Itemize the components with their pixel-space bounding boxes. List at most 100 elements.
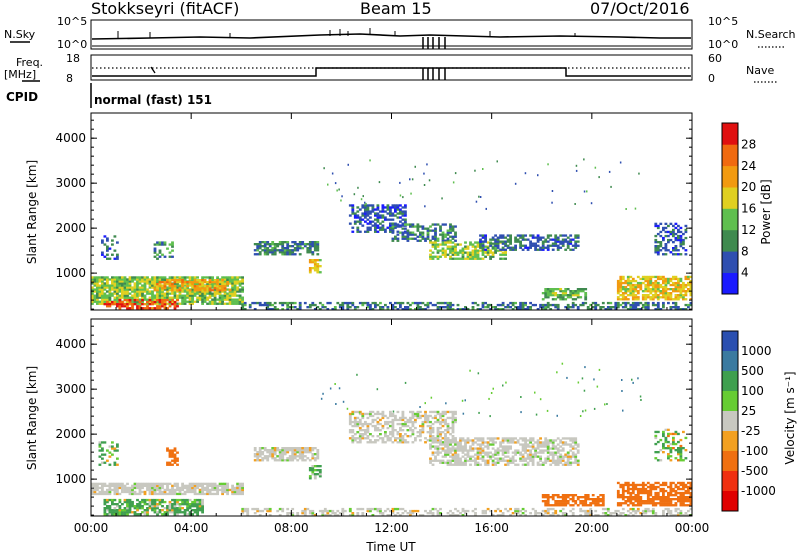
power-cell [626,277,630,281]
power-cell [313,241,317,244]
velocity-cell [421,431,425,434]
power-cell [141,292,144,295]
power-cell [116,286,119,289]
velocity-cell [474,453,477,456]
power-cell [313,265,317,268]
velocity-cell [684,498,688,501]
power-cell [544,290,548,293]
power-cell [379,308,382,311]
power-cell [118,305,122,308]
power-cell [431,257,435,260]
velocity-cell [133,492,137,496]
power-cell [226,283,229,286]
velocity-cell [501,457,505,460]
velocity-cell [311,453,315,456]
power-cell [441,223,445,226]
power-cell [208,285,212,288]
power-cell [484,248,487,251]
power-cell [674,290,678,293]
power-cell [389,214,392,217]
velocity-cell [376,412,380,416]
power-cell [178,294,182,297]
velocity-cell [431,422,435,426]
power-cell [133,294,137,297]
power-cell [529,240,532,243]
power-cell [529,244,532,247]
power-cell [106,247,109,250]
power-cell [346,303,350,307]
power-cell [414,301,417,305]
power-cell [399,194,402,197]
velocity-cell [639,483,643,487]
power-cell [183,298,187,301]
velocity-cell [151,503,154,506]
power-cell [667,301,670,305]
velocity-cell [381,410,385,414]
power-cell [216,276,219,279]
power-cell [624,290,628,293]
velocity-cell [504,439,507,442]
power-cell [221,280,224,283]
power-cell [151,292,154,295]
power-cell [481,257,485,260]
velocity-cell [456,463,460,466]
velocity-cell [341,507,345,511]
velocity-cell [687,487,690,491]
power-cell [188,283,192,286]
power-cell [98,290,102,293]
velocity-cell [419,433,422,436]
power-cell [459,243,462,246]
power-cell [654,251,658,254]
power-cell [546,240,550,243]
power-cell [391,225,395,228]
power-cell [218,302,222,305]
power-cell [384,206,387,209]
velocity-cell [511,439,515,442]
power-cell [138,307,142,310]
velocity-cell [283,449,287,452]
power-cell [358,230,362,233]
velocity-cell [146,484,149,488]
velocity-cell [569,463,573,466]
velocity-cell [116,511,119,514]
velocity-cell [193,505,197,508]
power-cell [441,235,445,238]
power-cell [156,292,159,295]
power-cell [266,303,270,307]
velocity-cell [138,486,142,490]
velocity-cell [261,453,265,456]
velocity-cell [126,498,129,502]
velocity-cell [621,489,625,493]
power-cell [318,301,322,305]
power-cell [641,290,645,293]
power-cell [266,243,270,246]
velocity-cell [479,447,482,450]
velocity-cell [496,457,500,460]
power-cell [434,223,437,226]
velocity-cell [649,491,653,495]
power-cell [103,294,107,297]
power-cell [156,307,159,310]
velocity-cell [173,488,177,492]
velocity-cell [664,483,668,487]
power-cell [677,288,680,291]
velocity-cell [396,512,400,515]
velocity-cell [471,441,475,444]
velocity-cell [659,502,663,505]
power-cell [313,245,317,248]
power-cell [689,283,693,287]
power-cell [271,308,275,311]
power-cell [546,288,550,291]
velocity-cell [551,459,555,462]
power-cell [624,301,628,305]
velocity-cell [667,432,670,436]
velocity-cell [466,441,470,444]
power-cell [183,300,187,303]
velocity-cell [216,484,219,488]
velocity-cell [436,431,440,434]
velocity-cell [554,463,558,466]
power-cell [168,279,172,282]
power-cell [526,308,530,311]
velocity-cell [213,492,217,496]
power-cell [521,308,525,311]
